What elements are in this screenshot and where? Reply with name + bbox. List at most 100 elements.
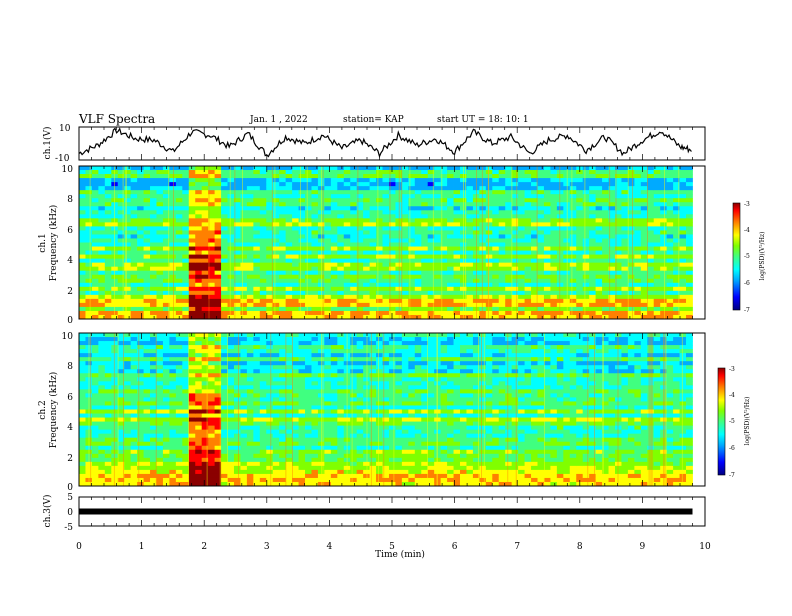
spectrogram-cell	[525, 299, 532, 303]
spectrogram-cell	[176, 430, 183, 434]
start-time-label: start UT = 18: 10: 1	[437, 115, 529, 125]
spectrogram-cell	[98, 182, 105, 186]
spectrogram-cell	[131, 474, 138, 478]
spectrogram-cell	[137, 271, 144, 275]
spectrogram-cell	[279, 466, 286, 470]
spectrogram-cell	[292, 377, 299, 381]
spectrogram-cell	[118, 303, 125, 307]
spectrogram-cell	[221, 190, 228, 194]
spectrogram-cell	[583, 166, 590, 170]
spectrogram-cell	[169, 450, 176, 454]
spectrogram-cell	[247, 259, 254, 263]
spectrogram-cell	[447, 194, 454, 198]
spectrogram-cell	[486, 291, 493, 295]
spectrogram-cell	[647, 295, 654, 299]
spectrogram-cell	[189, 186, 196, 190]
spectrogram-cell	[105, 430, 112, 434]
spectrogram-cell	[583, 263, 590, 267]
spectrogram-cell	[583, 303, 590, 307]
spectrogram-cell	[486, 259, 493, 263]
spectrogram-cell	[137, 401, 144, 405]
spectrogram-cell	[376, 275, 383, 279]
spectrogram-cell	[131, 194, 138, 198]
spectrogram-cell	[234, 365, 241, 369]
spectrogram-cell	[240, 267, 247, 271]
spectrogram-cell	[415, 194, 422, 198]
spectrogram-cell	[408, 251, 415, 255]
spectrogram-cell	[195, 267, 202, 271]
spectrogram-cell	[408, 287, 415, 291]
spectrogram-cell	[124, 401, 131, 405]
spectrogram-cell	[85, 194, 92, 198]
spectrogram-cell	[273, 178, 280, 182]
spectrogram-cell	[228, 454, 235, 458]
spectrogram-cell	[686, 255, 693, 259]
spectrogram-cell	[221, 283, 228, 287]
spectrogram-cell	[189, 438, 196, 442]
spectrogram-cell	[299, 405, 306, 409]
spectrogram-cell	[202, 466, 209, 470]
spectrogram-cell	[195, 418, 202, 422]
spectrogram-cell	[499, 186, 506, 190]
spectrogram-cell	[305, 186, 312, 190]
spectrogram-cell	[654, 234, 661, 238]
spectrogram-cell	[331, 291, 338, 295]
spectrogram-cell	[221, 226, 228, 230]
spectrogram-cell	[273, 174, 280, 178]
spectrogram-cell	[596, 295, 603, 299]
spectrogram-cell	[628, 238, 635, 242]
spectrogram-cell	[337, 275, 344, 279]
spectrogram-cell	[215, 198, 222, 202]
spectrogram-cell	[408, 170, 415, 174]
spectrogram-cell	[576, 299, 583, 303]
spectrogram-cell	[240, 275, 247, 279]
spectrogram-cell	[221, 450, 228, 454]
spectrogram-cell	[215, 243, 222, 247]
spectrogram-cell	[131, 377, 138, 381]
spectrogram-cell	[596, 210, 603, 214]
spectrogram-cell	[260, 170, 267, 174]
spectrogram-cell	[370, 202, 377, 206]
spectrogram-cell	[667, 238, 674, 242]
spectrogram-cell	[131, 446, 138, 450]
spectrogram-cell	[286, 426, 293, 430]
spectrogram-cell	[176, 271, 183, 275]
spectrogram-cell	[654, 267, 661, 271]
spectrogram-cell	[176, 454, 183, 458]
spectrogram-cell	[156, 202, 163, 206]
spectrogram-cell	[124, 251, 131, 255]
spectrogram-cell	[621, 174, 628, 178]
spectrogram-cell	[331, 222, 338, 226]
spectrogram-cell	[208, 381, 215, 385]
spectrogram-cell	[202, 365, 209, 369]
spectrogram-cell	[266, 454, 273, 458]
spectrogram-cell	[331, 198, 338, 202]
spectrogram-cell	[376, 251, 383, 255]
spectrogram-cell	[124, 178, 131, 182]
spectrogram-cell	[176, 279, 183, 283]
spectrogram-cell	[208, 349, 215, 353]
spectrogram-cell	[156, 337, 163, 341]
spectrogram-cell	[544, 166, 551, 170]
spectrogram-cell	[486, 166, 493, 170]
spectrogram-cell	[286, 259, 293, 263]
spectrogram-cell	[589, 275, 596, 279]
spectrogram-cell	[98, 341, 105, 345]
spectrogram-cell	[434, 218, 441, 222]
spectrogram-cell	[273, 202, 280, 206]
spectrogram-cell	[557, 295, 564, 299]
spectrogram-cell	[466, 186, 473, 190]
spectrogram-cell	[98, 226, 105, 230]
spectrogram-cell	[479, 311, 486, 315]
spectrogram-cell	[286, 353, 293, 357]
spectrogram-cell	[260, 166, 267, 170]
spectrogram-cell	[182, 446, 189, 450]
spectrogram-cell	[202, 389, 209, 393]
spectrogram-cell	[247, 450, 254, 454]
spectrogram-cell	[466, 283, 473, 287]
spectrogram-cell	[634, 170, 641, 174]
spectrogram-cell	[111, 442, 118, 446]
spectrogram-cell	[628, 267, 635, 271]
spectrogram-cell	[402, 178, 409, 182]
spectrogram-cell	[234, 393, 241, 397]
